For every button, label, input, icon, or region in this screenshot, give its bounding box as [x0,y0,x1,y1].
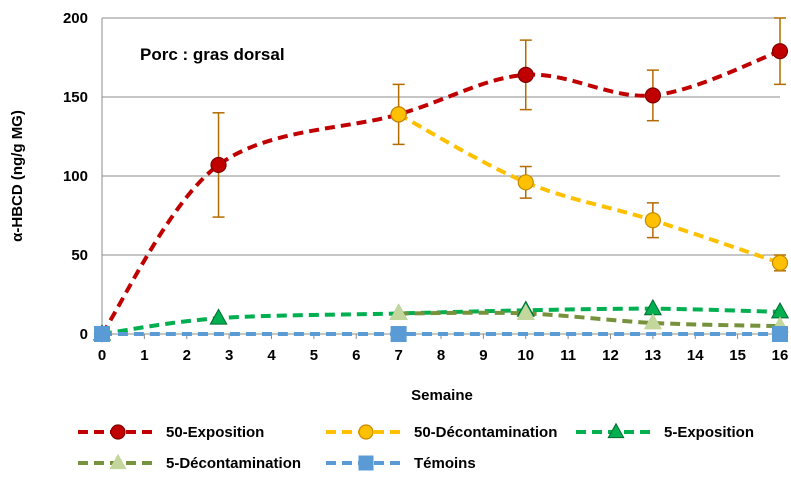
x-tick-label: 11 [560,347,576,364]
x-tick-label: 4 [267,347,276,364]
data-point-50-d-contamination [390,106,407,123]
legend-marker [109,453,127,470]
x-tick-label: 14 [687,347,704,364]
legend-label: 50-Exposition [166,424,264,441]
data-point-50-d-contamination [644,212,661,229]
data-point-50-exposition [210,156,227,174]
data-point-5-d-contamination [389,303,408,320]
legend-item-5-exposition: 5-Exposition [576,422,754,441]
data-point-5-d-contamination [643,313,662,330]
legend-item-50-exposition: 50-Exposition [78,424,264,441]
legend-marker [358,455,374,471]
legend-marker [607,422,625,439]
legend-label: 5-Exposition [664,424,754,441]
legend-marker [110,424,126,440]
series-line-5-d-contamination [398,310,781,329]
gridlines [102,17,780,256]
data-point-50-exposition [517,66,534,83]
data-point-50-exposition [644,87,661,104]
data-point-t-moins [772,326,788,342]
x-tick-label: 5 [310,347,318,364]
series-line-50-exposition [100,49,781,336]
x-tick-label: 6 [352,347,360,364]
data-point-50-d-contamination [771,254,789,271]
data-point-5-exposition [209,308,228,325]
x-tick-label: 8 [437,347,445,364]
x-tick-label: 9 [479,347,487,364]
x-tick-label: 13 [645,347,662,364]
y-tick-label: 150 [63,89,88,106]
legend-item-5-d-contamination: 5-Décontamination [78,453,301,472]
axes [101,18,781,339]
x-axis-title: Semaine [411,387,473,404]
series-line-5-exposition [101,306,781,336]
series-line-50-d-contamination [397,112,781,265]
data-point-t-moins [390,326,407,342]
legend-label: 5-Décontamination [166,455,301,472]
y-axis-title: α-HBCD (ng/g MG) [9,110,26,242]
legend-item-50-d-contamination: 50-Décontamination [326,424,557,441]
series [100,49,781,337]
error-bars [212,17,786,272]
legend-marker [358,424,374,440]
y-tick-label: 50 [71,247,88,264]
legend-item-t-moins: Témoins [326,455,476,472]
y-tick-label: 200 [63,10,88,27]
x-tick-label: 0 [98,347,106,364]
x-tick-label: 16 [772,347,789,364]
x-tick-label: 10 [517,347,534,364]
data-point-50-d-contamination [517,174,534,191]
x-tick-label: 12 [602,347,619,364]
x-tick-label: 3 [225,347,233,364]
legend-label: 50-Décontamination [414,424,557,441]
data-point-t-moins [94,326,110,342]
markers [92,43,790,343]
data-point-50-exposition [771,43,789,60]
x-tick-label: 7 [394,347,402,364]
y-tick-label: 100 [63,168,88,185]
data-point-5-d-contamination [516,303,535,320]
x-tick-label: 1 [140,347,148,364]
legend-label: Témoins [414,455,476,472]
x-tick-label: 15 [729,347,746,364]
legend: 50-Exposition 50-Décontamination 5-Exposit… [78,422,754,472]
chart-annotation: Porc : gras dorsal [140,45,285,64]
y-tick-label: 0 [80,326,88,343]
x-tick-label: 2 [183,347,191,364]
